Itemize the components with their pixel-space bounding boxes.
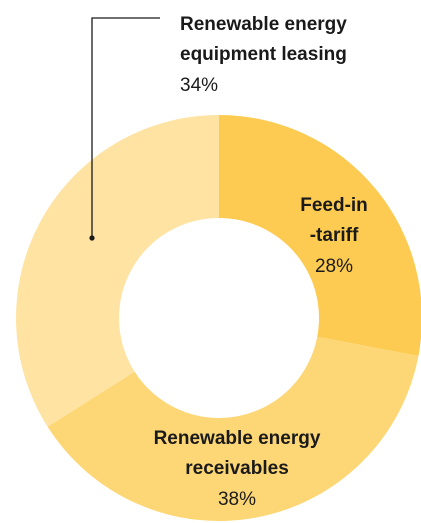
- slice-receivables: [47, 336, 419, 521]
- slice-label-equipment-leasing-line-1: Renewable energy: [180, 14, 347, 35]
- slice-label-equipment-leasing-line-2: equipment leasing: [180, 44, 347, 65]
- slice-label-receivables-line-2: receivables: [185, 458, 289, 479]
- slice-label-feed-in-tariff-line-2: -tariff: [310, 225, 359, 246]
- slice-value-feed-in-tariff: 28%: [315, 256, 353, 277]
- slice-feed-in-tariff: [219, 115, 421, 357]
- slice-value-receivables: 38%: [218, 489, 256, 510]
- leader-line: [91, 17, 160, 238]
- leader-dot: [89, 235, 95, 241]
- slice-label-receivables-line-1: Renewable energy: [154, 428, 321, 449]
- donut-slices: [16, 115, 421, 521]
- slice-value-equipment-leasing: 34%: [180, 75, 218, 96]
- slice-equipment-leasing: [16, 115, 220, 427]
- slice-label-feed-in-tariff-line-1: Feed-in: [300, 195, 368, 216]
